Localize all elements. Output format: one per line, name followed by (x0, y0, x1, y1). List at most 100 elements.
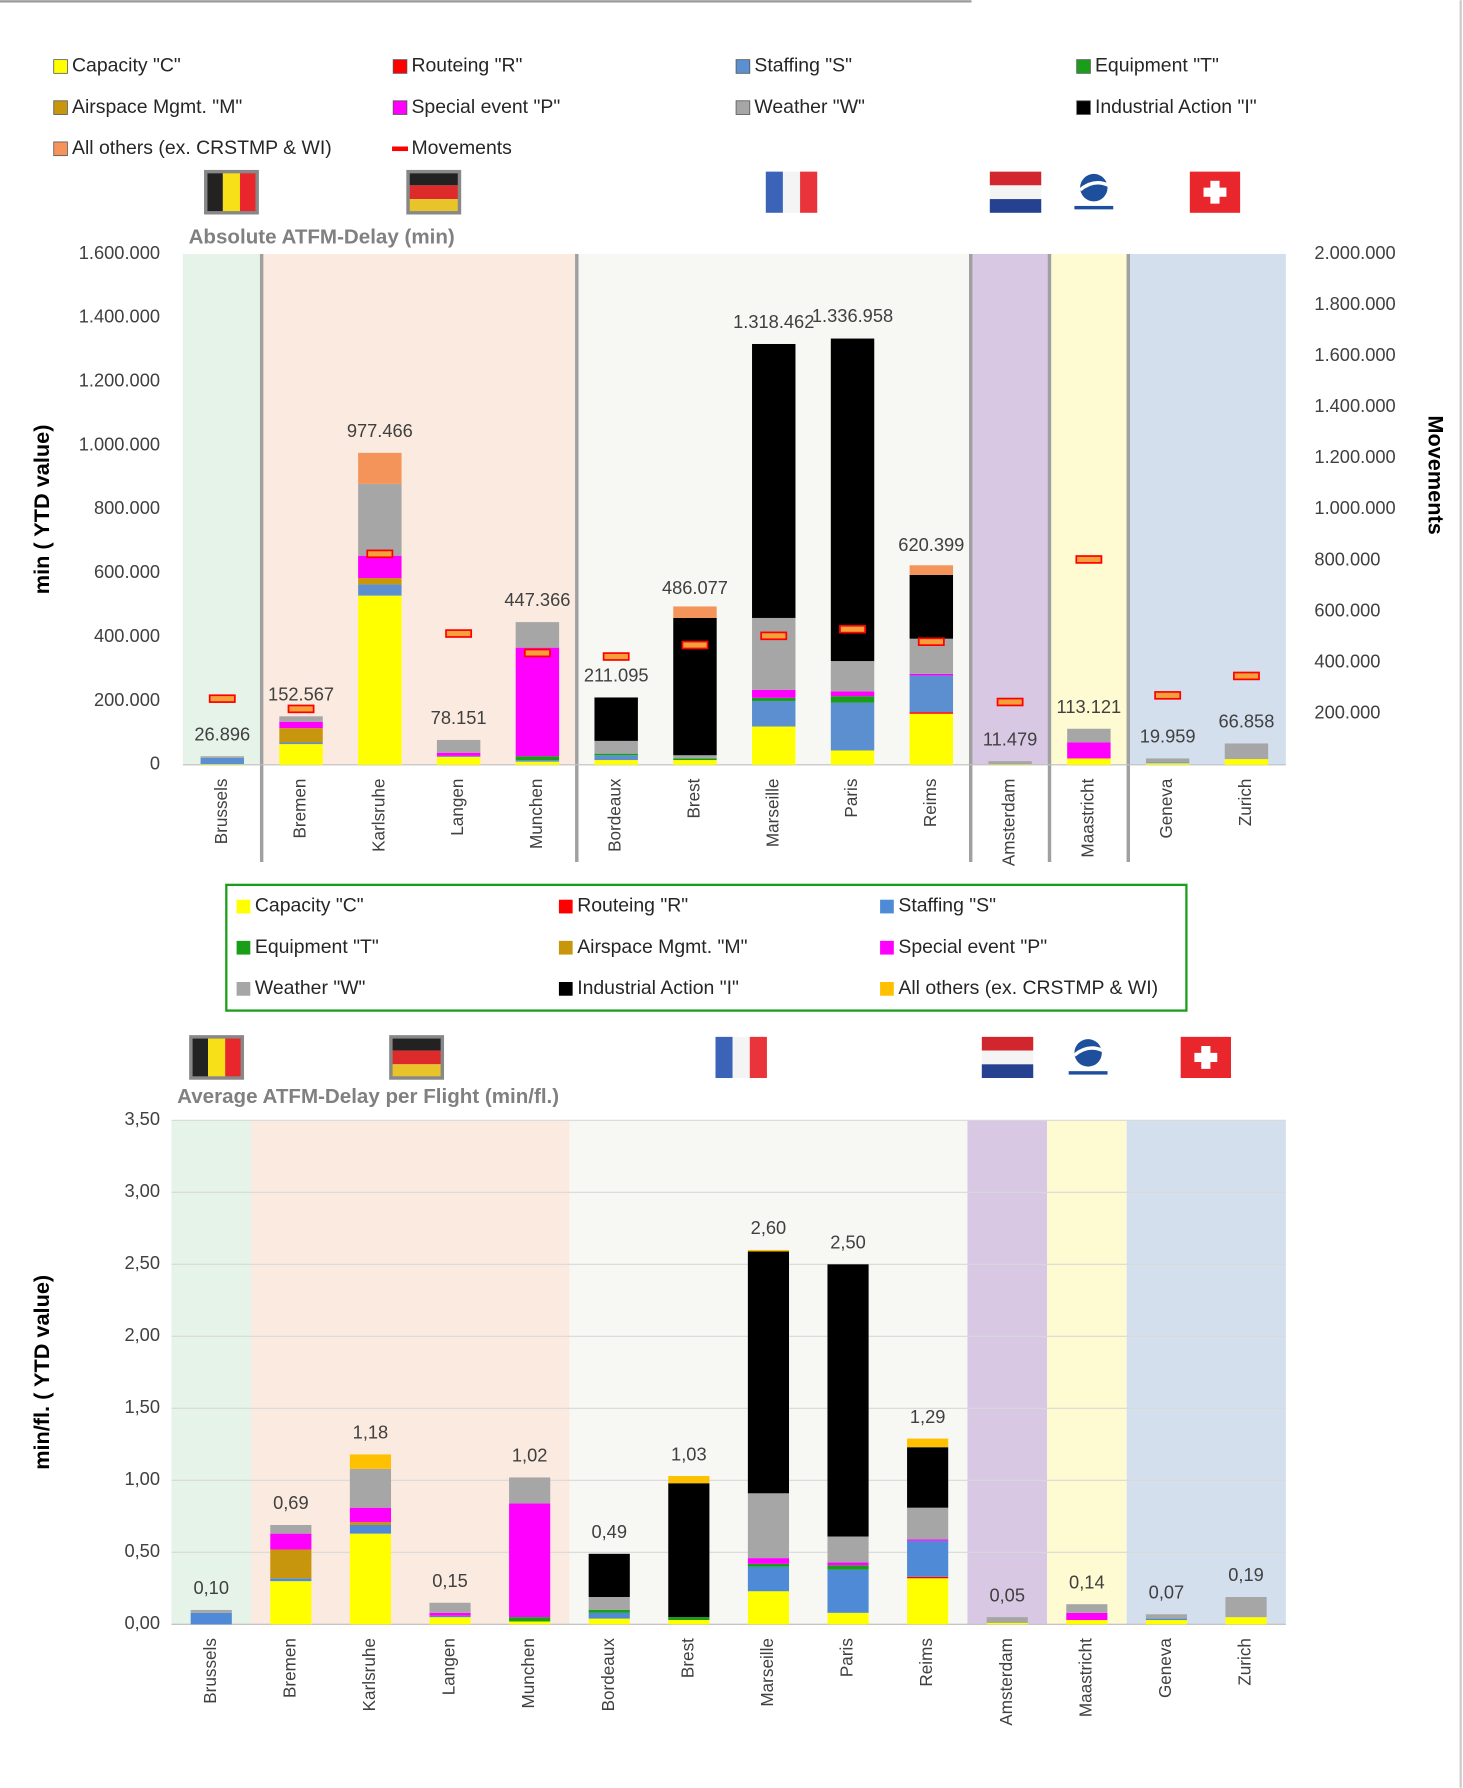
legend-box (225, 883, 1188, 1012)
flag-germany (408, 185, 460, 200)
bar-segment (827, 1569, 869, 1613)
bar-segment (515, 622, 560, 648)
bar-segment (752, 689, 796, 698)
total-label: 0,10 (193, 1577, 229, 1598)
legend-swatch (392, 146, 409, 152)
legend-swatch (236, 899, 251, 914)
x-tick-label: Brest (677, 1638, 697, 1678)
bar-segment (594, 755, 638, 761)
bar-segment (673, 760, 717, 765)
bar-segment (752, 726, 796, 765)
bar-segment (436, 739, 481, 753)
y2-tick-label: 1.000.000 (1314, 497, 1395, 518)
region-band (970, 253, 1050, 765)
bar-segment (594, 753, 638, 756)
legend-swatch (53, 141, 68, 157)
legend-label: Airspace Mgmt. "M" (72, 96, 242, 118)
bar-segment (436, 755, 481, 757)
bar-segment (1224, 759, 1269, 765)
total-label: 0,49 (591, 1521, 627, 1542)
y-tick-label: 1,00 (124, 1468, 160, 1489)
bar-segment (429, 1602, 471, 1613)
flag-germany (390, 1064, 443, 1079)
total-label: 0,07 (1149, 1582, 1185, 1603)
total-label: 977.466 (347, 420, 413, 441)
x-tick-label: Maastricht (1077, 778, 1097, 857)
y-tick-label: 1.000.000 (79, 433, 160, 454)
region-band (1126, 1120, 1286, 1625)
bar-segment (830, 696, 875, 703)
x-tick-label: Reims (916, 1638, 936, 1687)
bar-segment (830, 661, 875, 692)
flag-netherlands (989, 199, 1042, 213)
bar-segment (827, 1612, 869, 1625)
flag-frame (389, 1035, 445, 1080)
x-tick-label: Paris (841, 779, 861, 818)
bar-segment (270, 1524, 312, 1534)
bar-segment (830, 702, 875, 751)
bar-segment (827, 1536, 869, 1563)
y-tick-label: 1,50 (124, 1396, 160, 1417)
bar-segment (349, 1522, 392, 1525)
bar-segment (909, 712, 954, 714)
x-tick-label: Bremen (290, 779, 310, 839)
bar-segment (349, 1468, 392, 1508)
y-tick-label: 0,00 (124, 1612, 160, 1633)
x-tick-label: Brussels (211, 779, 231, 845)
flag-belgium (240, 171, 258, 213)
bar-segment (270, 1581, 312, 1625)
bar-segment (909, 713, 954, 765)
bar-segment (907, 1540, 949, 1577)
bar-segment (429, 1615, 471, 1618)
bar-segment (509, 1621, 551, 1625)
flag-belgium (208, 1036, 226, 1079)
total-label: 447.366 (504, 589, 570, 610)
x-tick-label: Maastricht (1075, 1638, 1095, 1717)
y-axis-title: min ( YTD value) (29, 425, 54, 595)
x-tick-label: Bordeaux (605, 778, 625, 852)
bar-segment (588, 1612, 630, 1619)
bar-segment (515, 756, 560, 761)
flag-france (715, 1036, 733, 1079)
y-tick-label: 0 (150, 753, 160, 774)
legend-swatch (236, 940, 251, 955)
bar-segment (752, 343, 796, 618)
bar-segment (747, 1249, 790, 1252)
bar-segment (200, 764, 244, 765)
legend-label: Special event "P" (898, 936, 1047, 958)
x-tick-label: Langen (439, 1638, 459, 1695)
bar-segment (986, 1617, 1028, 1623)
y-tick-label: 200.000 (94, 689, 160, 710)
bar-segment (190, 1612, 232, 1625)
bar-segment (747, 1558, 790, 1564)
y-tick-label: 3,50 (124, 1108, 160, 1129)
bar-segment (1145, 762, 1190, 764)
legend-label: Industrial Action "I" (577, 977, 739, 999)
eurocontrol-logo (1080, 173, 1108, 202)
bar-segment (747, 1591, 790, 1625)
legend-label: Industrial Action "I" (1095, 96, 1257, 118)
bar-segment (668, 1483, 710, 1618)
flag-netherlands (981, 1064, 1034, 1079)
bar-segment (909, 673, 954, 676)
y2-tick-label: 1.800.000 (1314, 293, 1395, 314)
bar-segment (673, 617, 717, 756)
total-label: 2,60 (751, 1217, 787, 1238)
y-tick-label: 800.000 (94, 497, 160, 518)
flag-france (782, 171, 801, 213)
movement-marker (1154, 691, 1182, 700)
bar-segment (988, 761, 1032, 765)
legend-swatch (880, 940, 894, 955)
y-tick-label: 2,50 (124, 1252, 160, 1273)
bar-segment (594, 697, 638, 741)
bar-segment (827, 1562, 869, 1566)
x-tick-label: Karlsruhe (368, 779, 388, 852)
bar-segment (1225, 1596, 1267, 1618)
legend-swatch (1076, 100, 1091, 115)
flag-cross (1194, 1052, 1218, 1063)
total-label: 211.095 (584, 665, 649, 686)
total-label: 2,50 (830, 1232, 866, 1253)
legend-label: Movements (411, 137, 512, 159)
legend-label: Equipment "T" (1095, 55, 1219, 77)
y2-tick-label: 2.000.000 (1314, 242, 1395, 263)
